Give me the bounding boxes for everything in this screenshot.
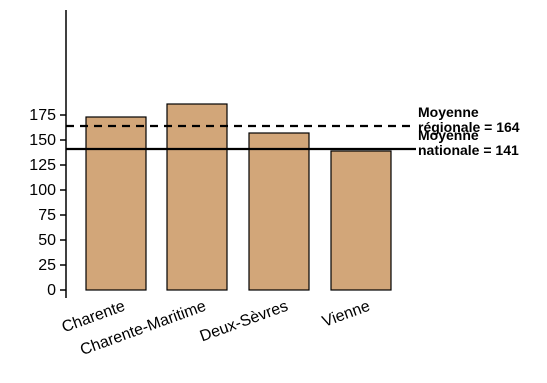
reference-line-label: Moyenne <box>418 104 479 120</box>
y-ticks-group: 0 25 50 75 100 125 150 175 <box>29 107 66 299</box>
x-category-label: Vienne <box>320 298 372 331</box>
bar-vienne <box>330 150 392 291</box>
y-tick-label: 75 <box>38 207 56 224</box>
y-tick-label: 150 <box>29 132 56 149</box>
x-category-label: Deux-Sèvres <box>198 298 291 346</box>
reference-line-label: régionale = 164 <box>418 119 520 135</box>
y-tick-label: 125 <box>29 157 56 174</box>
bar-charente-maritime <box>166 103 228 291</box>
y-tick-label: 0 <box>47 282 56 299</box>
y-tick-label: 50 <box>38 232 56 249</box>
reference-line-label: Moyenne <box>418 127 479 143</box>
bars-group <box>85 103 392 291</box>
reference-line-label: nationale = 141 <box>418 142 519 158</box>
bar-deux-s-vres <box>248 132 310 291</box>
y-tick-label: 100 <box>29 182 56 199</box>
y-tick-label: 175 <box>29 107 56 124</box>
y-tick-label: 25 <box>38 257 56 274</box>
bar-charente <box>85 116 147 291</box>
